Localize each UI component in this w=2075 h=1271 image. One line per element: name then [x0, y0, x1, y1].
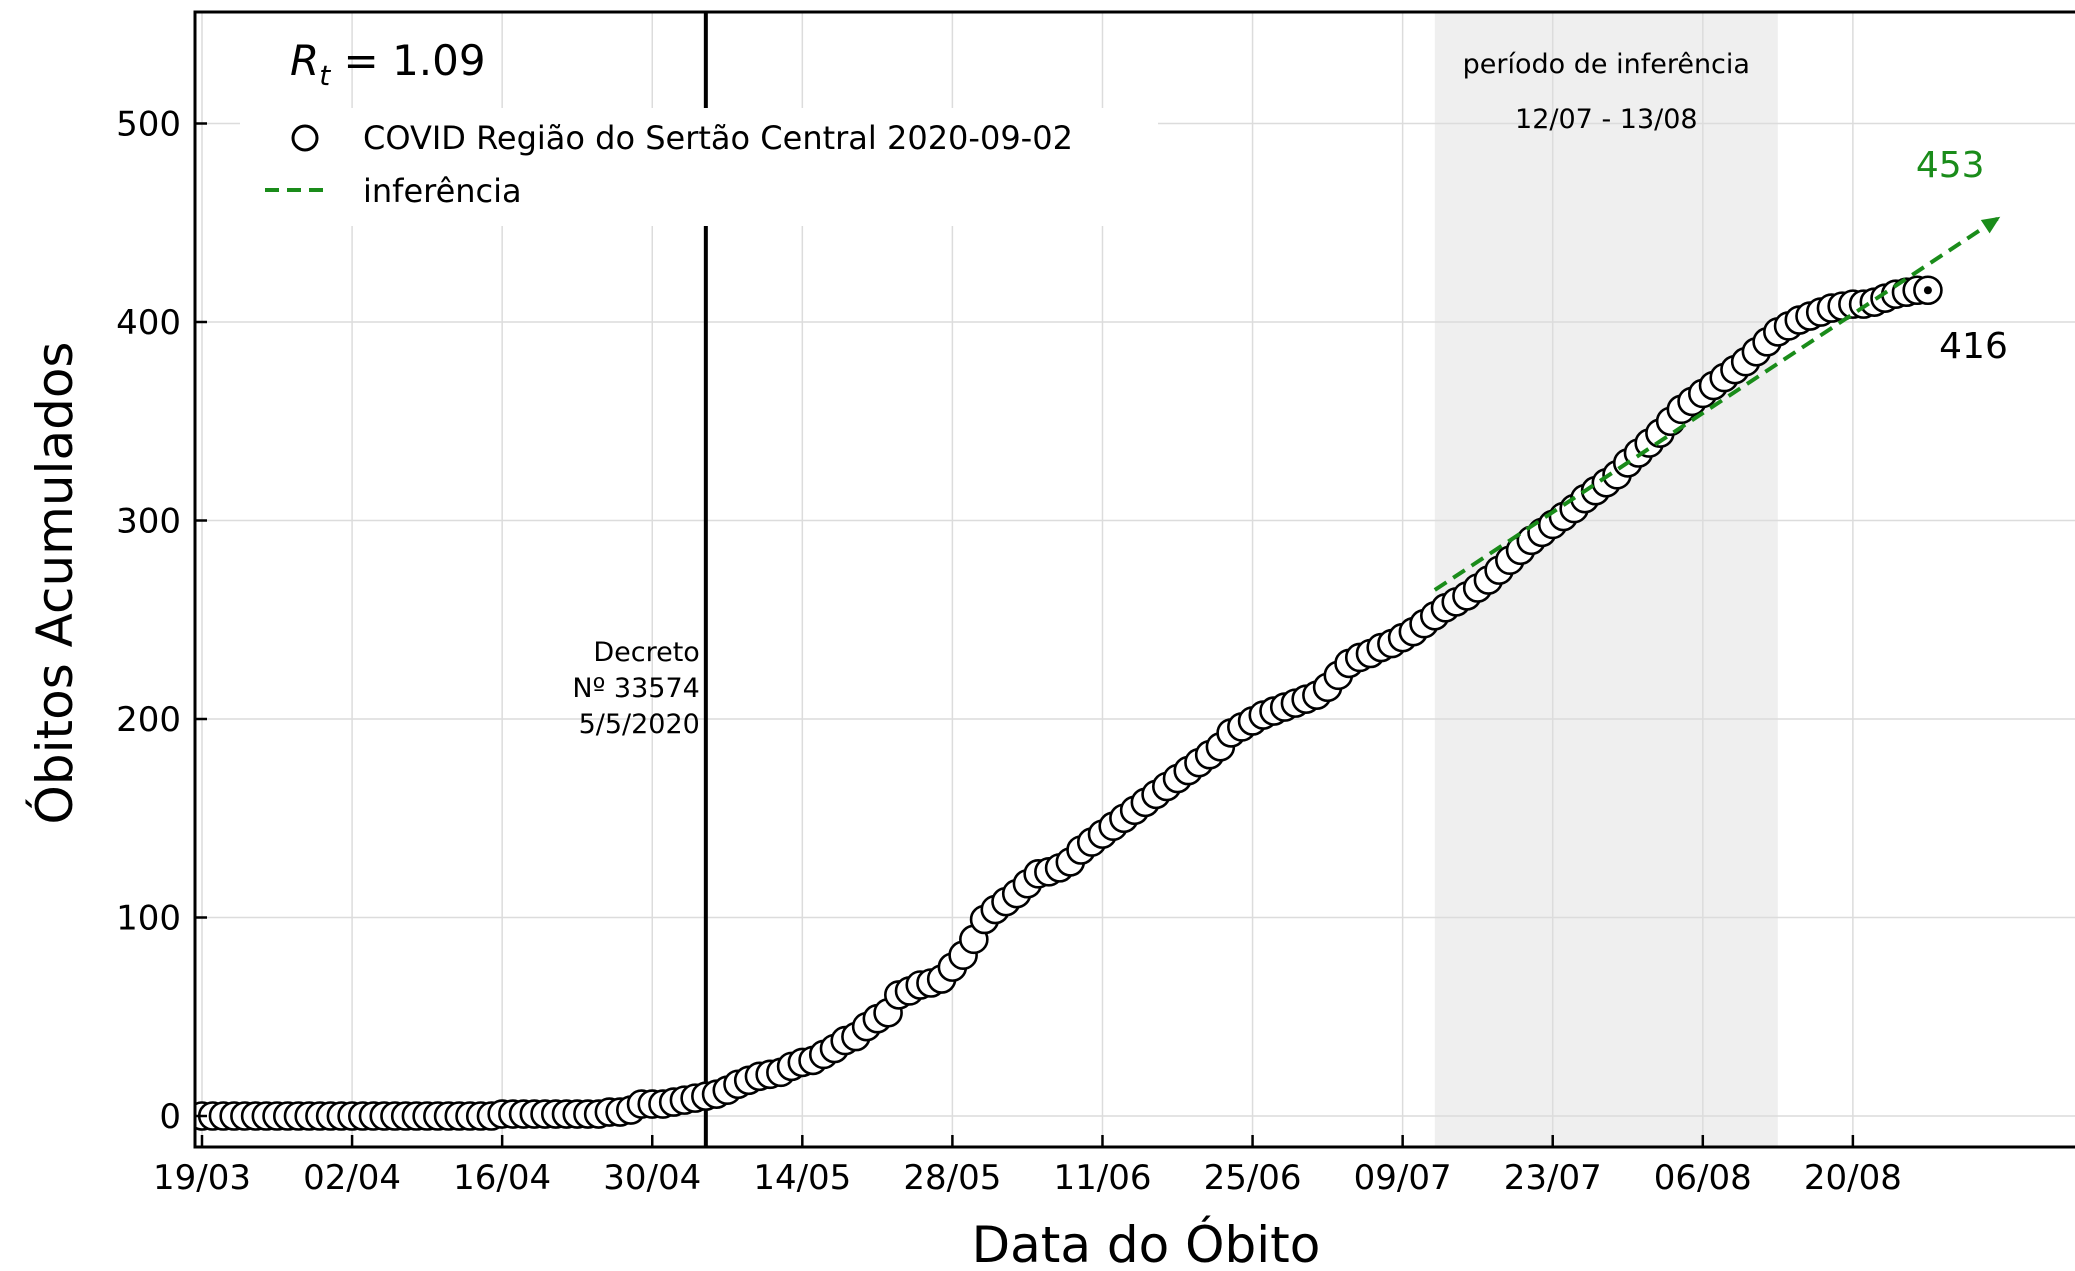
rt-annotation: Rt = 1.09	[290, 36, 486, 92]
decree-label-line1: Decreto	[593, 637, 699, 668]
x-axis-title: Data do Óbito	[972, 1215, 1321, 1271]
axis-ticks: 0 100 200 300 400 500 19/03 02/04 16/04 30/04 14/0…	[116, 105, 1902, 1199]
x-tick-label: 30/04	[603, 1158, 701, 1198]
y-tick-label: 500	[116, 105, 181, 145]
legend-series-label: COVID Região do Sertão Central 2020-09-0…	[363, 119, 1073, 157]
x-tick-label: 06/08	[1654, 1158, 1752, 1198]
inference-arrow-head	[1980, 216, 2001, 234]
decree-label-line2: Nº 33574	[572, 673, 699, 704]
inference-period-range: 12/07 - 13/08	[1515, 104, 1698, 135]
y-axis-title: Óbitos Acumulados	[25, 342, 84, 825]
y-tick-label: 0	[159, 1097, 181, 1137]
x-tick-label: 20/08	[1804, 1158, 1902, 1198]
y-tick-label: 400	[116, 303, 181, 343]
x-tick-label: 09/07	[1354, 1158, 1452, 1198]
x-tick-label: 11/06	[1053, 1158, 1151, 1198]
legend-inference-label: inferência	[363, 172, 522, 210]
x-tick-label: 23/07	[1504, 1158, 1602, 1198]
inference-period-title: período de inferência	[1463, 49, 1750, 80]
last-value-label: 416	[1939, 326, 2008, 367]
y-tick-label: 100	[116, 899, 181, 939]
y-tick-label: 200	[116, 700, 181, 740]
inference-line	[1433, 215, 2002, 592]
decree-label-line3: 5/5/2020	[579, 709, 700, 740]
x-tick-label: 16/04	[453, 1158, 551, 1198]
x-tick-label: 28/05	[903, 1158, 1001, 1198]
plot-frame	[193, 10, 2075, 1149]
inference-end-label: 453	[1916, 145, 1985, 186]
y-tick-label: 300	[116, 502, 181, 542]
x-tick-label: 19/03	[153, 1158, 251, 1198]
x-tick-label: 25/06	[1204, 1158, 1302, 1198]
last-point-dot	[1923, 286, 1932, 295]
x-tick-label: 14/05	[753, 1158, 851, 1198]
x-tick-label: 02/04	[303, 1158, 401, 1198]
legend-marker-icon	[291, 124, 319, 152]
legend-box	[240, 108, 1158, 226]
data-points	[195, 275, 1943, 1131]
